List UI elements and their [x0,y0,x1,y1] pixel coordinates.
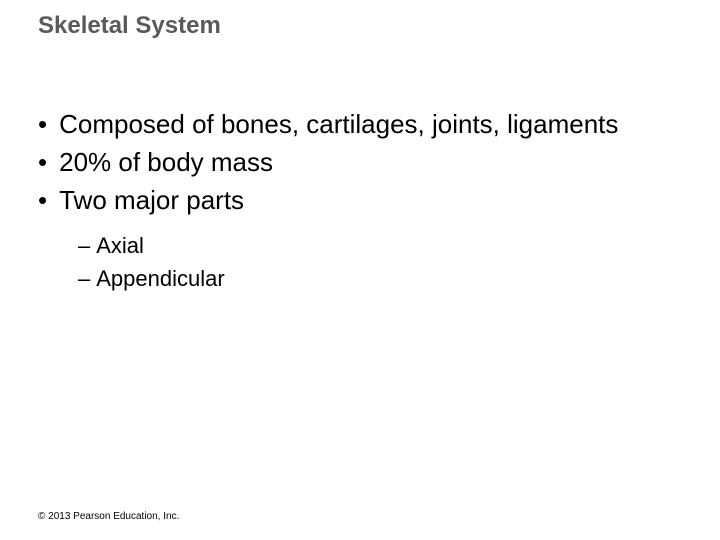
bullet-marker: • [38,108,47,142]
bullet-item: • Two major parts [38,184,670,218]
bullet-marker: • [38,146,47,180]
bullet-item: • Composed of bones, cartilages, joints,… [38,108,670,142]
sub-bullet-item: – Appendicular [78,264,670,295]
dash-marker: – [78,231,90,262]
sub-bullet-text: Axial [96,231,144,262]
bullet-marker: • [38,184,47,218]
copyright-notice: © 2013 Pearson Education, Inc. [38,511,179,522]
slide-title: Skeletal System [38,12,221,40]
main-bullet-list: • Composed of bones, cartilages, joints,… [38,108,670,297]
sub-bullet-list: – Axial – Appendicular [78,231,670,295]
bullet-text: Composed of bones, cartilages, joints, l… [59,108,670,142]
sub-bullet-text: Appendicular [96,264,224,295]
bullet-text: 20% of body mass [59,146,670,180]
sub-bullet-item: – Axial [78,231,670,262]
bullet-item: • 20% of body mass [38,146,670,180]
bullet-text: Two major parts [59,184,670,218]
dash-marker: – [78,264,90,295]
